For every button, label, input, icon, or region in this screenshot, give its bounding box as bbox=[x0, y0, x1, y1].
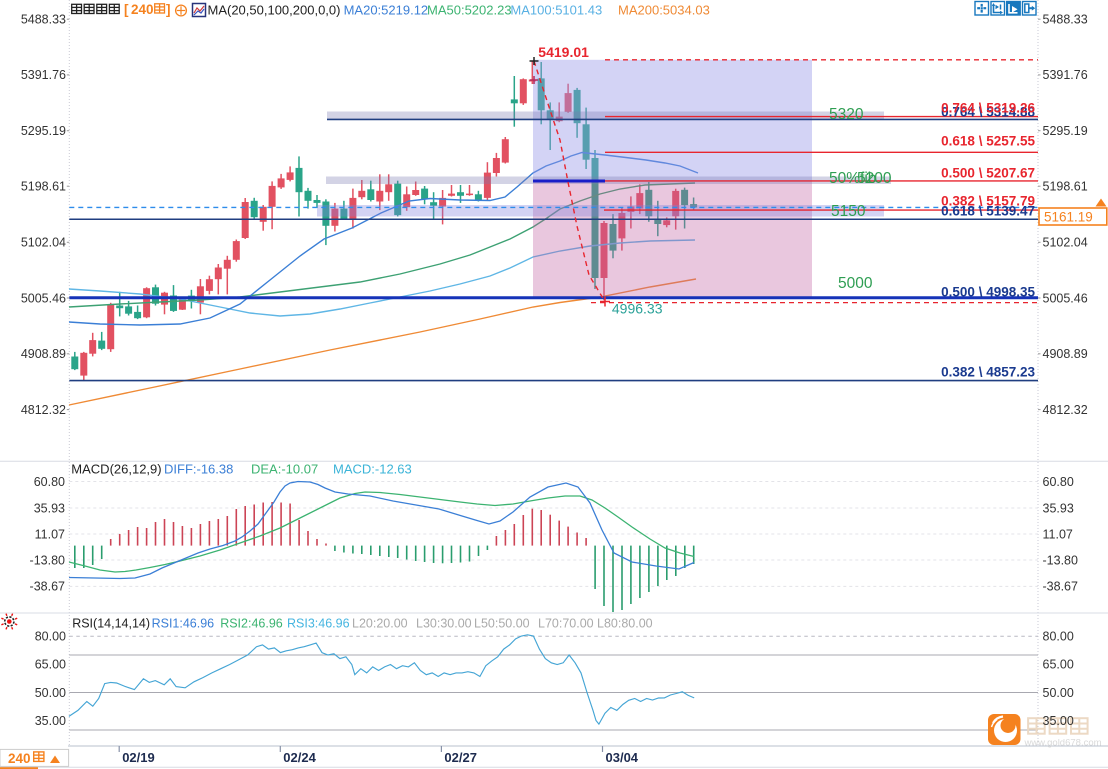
svg-text:5419.01: 5419.01 bbox=[538, 44, 589, 60]
svg-text:0.618 \ 5139.47: 0.618 \ 5139.47 bbox=[941, 203, 1035, 218]
svg-text:-38.67: -38.67 bbox=[1043, 580, 1078, 594]
svg-text:80.00: 80.00 bbox=[35, 630, 66, 644]
svg-text:RSI1:46.96: RSI1:46.96 bbox=[152, 617, 215, 631]
svg-text:-13.80: -13.80 bbox=[30, 553, 65, 567]
svg-text:5295.19: 5295.19 bbox=[21, 124, 66, 138]
svg-text:5488.33: 5488.33 bbox=[21, 13, 66, 27]
svg-text:]: ] bbox=[166, 2, 171, 17]
svg-text:03/04: 03/04 bbox=[606, 750, 639, 765]
svg-text:5161.19: 5161.19 bbox=[1044, 209, 1093, 224]
svg-text:MA20:5219.12: MA20:5219.12 bbox=[344, 3, 429, 18]
svg-text:0.500 \ 4998.35: 0.500 \ 4998.35 bbox=[941, 284, 1035, 299]
svg-text:5005.46: 5005.46 bbox=[21, 291, 66, 305]
svg-text:L20:20.00: L20:20.00 bbox=[352, 617, 408, 631]
svg-text:5320: 5320 bbox=[829, 106, 864, 123]
svg-text:5005.46: 5005.46 bbox=[1043, 291, 1088, 305]
svg-text:0.500 \ 5207.67: 0.500 \ 5207.67 bbox=[941, 166, 1035, 181]
svg-text:0.764 \ 5314.88: 0.764 \ 5314.88 bbox=[941, 104, 1035, 119]
svg-text:MACD(26,12,9): MACD(26,12,9) bbox=[71, 462, 161, 477]
svg-text:5488.33: 5488.33 bbox=[1043, 13, 1088, 27]
svg-text:DEA:-10.07: DEA:-10.07 bbox=[251, 462, 318, 477]
svg-text:-13.80: -13.80 bbox=[1043, 553, 1078, 567]
svg-text:0.764 \ 5319.26: 0.764 \ 5319.26 bbox=[941, 100, 1035, 115]
svg-text:-38.67: -38.67 bbox=[30, 580, 65, 594]
svg-text:35.00: 35.00 bbox=[1043, 714, 1074, 728]
svg-text:0.382 \ 4857.23: 0.382 \ 4857.23 bbox=[941, 364, 1035, 379]
svg-text:240: 240 bbox=[131, 2, 154, 17]
svg-text:0.382 \ 5157.79: 0.382 \ 5157.79 bbox=[941, 193, 1035, 208]
svg-text:4908.89: 4908.89 bbox=[1043, 347, 1088, 361]
svg-text:5198.61: 5198.61 bbox=[1043, 180, 1088, 194]
svg-text:www.gold678.com: www.gold678.com bbox=[1023, 738, 1101, 749]
svg-text:RSI2:46.96: RSI2:46.96 bbox=[220, 617, 283, 631]
svg-text:35.93: 35.93 bbox=[34, 501, 65, 515]
svg-text:MA50:5202.23: MA50:5202.23 bbox=[427, 3, 512, 18]
svg-text:RSI(14,14,14): RSI(14,14,14) bbox=[72, 617, 150, 631]
svg-text:11.07: 11.07 bbox=[1043, 527, 1073, 541]
svg-text:MA(20,50,100,200,0,0): MA(20,50,100,200,0,0) bbox=[208, 3, 341, 18]
svg-text:65.00: 65.00 bbox=[1043, 658, 1074, 672]
svg-text:L50:50.00: L50:50.00 bbox=[474, 617, 530, 631]
svg-text:35.00: 35.00 bbox=[35, 714, 66, 728]
svg-text:50%fib: 50%fib bbox=[829, 170, 876, 187]
svg-text:5150: 5150 bbox=[831, 203, 866, 220]
svg-text:[: [ bbox=[124, 2, 129, 17]
svg-text:MA100:5101.43: MA100:5101.43 bbox=[510, 3, 602, 18]
svg-text:02/24: 02/24 bbox=[283, 750, 316, 765]
svg-text:5102.04: 5102.04 bbox=[21, 236, 66, 250]
svg-text:65.00: 65.00 bbox=[35, 658, 66, 672]
svg-text:5102.04: 5102.04 bbox=[1043, 236, 1088, 250]
svg-text:MA200:5034.03: MA200:5034.03 bbox=[618, 3, 710, 18]
svg-text:80.00: 80.00 bbox=[1043, 630, 1074, 644]
svg-text:60.80: 60.80 bbox=[34, 475, 65, 489]
svg-text:4812.32: 4812.32 bbox=[21, 403, 66, 417]
svg-text:0.618 \ 5257.55: 0.618 \ 5257.55 bbox=[941, 133, 1035, 148]
svg-text:5000: 5000 bbox=[838, 275, 873, 292]
svg-text:5391.76: 5391.76 bbox=[1043, 68, 1088, 82]
svg-text:5295.19: 5295.19 bbox=[1043, 124, 1088, 138]
svg-text:4908.89: 4908.89 bbox=[21, 347, 66, 361]
svg-text:MACD:-12.63: MACD:-12.63 bbox=[333, 462, 412, 477]
svg-text:02/19: 02/19 bbox=[122, 750, 155, 765]
svg-text:5198.61: 5198.61 bbox=[21, 180, 66, 194]
svg-text:5200: 5200 bbox=[857, 170, 892, 187]
svg-text:60.80: 60.80 bbox=[1043, 475, 1074, 489]
svg-text:L80:80.00: L80:80.00 bbox=[597, 617, 653, 631]
svg-text:50.00: 50.00 bbox=[1043, 686, 1074, 700]
svg-text:02/27: 02/27 bbox=[444, 750, 477, 765]
svg-text:4812.32: 4812.32 bbox=[1043, 403, 1088, 417]
svg-text:L30:30.00: L30:30.00 bbox=[416, 617, 472, 631]
svg-text:4996.33: 4996.33 bbox=[612, 301, 663, 317]
svg-text:35.93: 35.93 bbox=[1043, 501, 1074, 515]
svg-text:RSI3:46.96: RSI3:46.96 bbox=[287, 617, 350, 631]
svg-text:11.07: 11.07 bbox=[35, 527, 65, 541]
svg-text:240: 240 bbox=[8, 751, 31, 766]
svg-text:50.00: 50.00 bbox=[35, 686, 66, 700]
svg-text:5391.76: 5391.76 bbox=[21, 68, 66, 82]
svg-text:L70:70.00: L70:70.00 bbox=[538, 617, 594, 631]
svg-text:DIFF:-16.38: DIFF:-16.38 bbox=[164, 462, 233, 477]
